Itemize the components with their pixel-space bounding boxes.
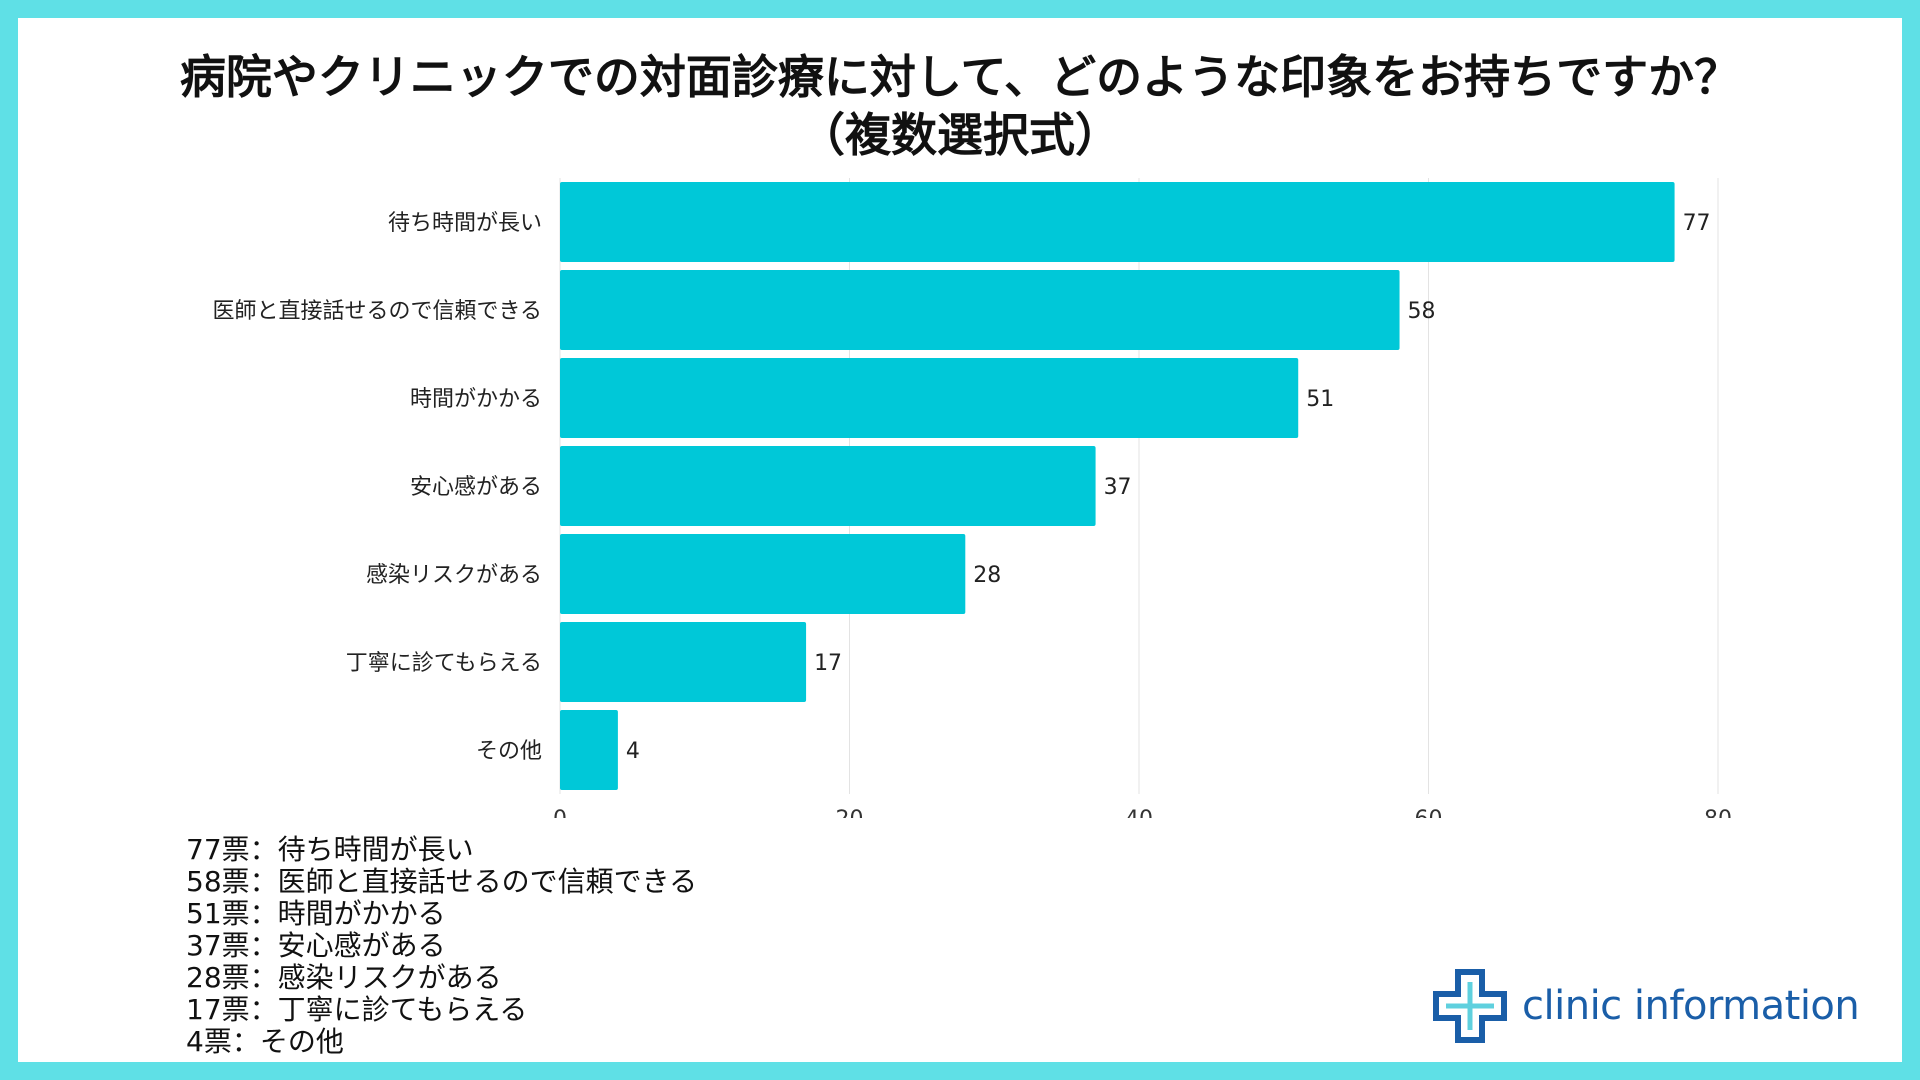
- labels: 0 20 40 60 80 待ち時間が長い 77 医師と直接話せるので信頼できる 58 時間がかか…: [212, 211, 1732, 818]
- bar: [560, 270, 1400, 350]
- y-category-label: 安心感がある: [410, 475, 542, 500]
- bars: [560, 182, 1675, 790]
- vote-summary-line: 28票：感染リスクがある: [186, 961, 502, 994]
- chart-title-line1: 病院やクリニックでの対面診療に対して、どのような印象をお持ちですか？: [179, 50, 1741, 104]
- x-tick-label: 0: [553, 807, 567, 818]
- vote-summary-line: 58票：医師と直接話せるので信頼できる: [186, 865, 698, 898]
- vote-summary-line: 37票：安心感がある: [186, 929, 446, 962]
- logo: clinic information: [1432, 962, 1892, 1050]
- bar: [560, 622, 807, 702]
- y-category-label: その他: [476, 739, 542, 764]
- x-tick-label: 60: [1415, 807, 1443, 818]
- chart-title: 病院やクリニックでの対面診療に対して、どのような印象をお持ちですか？ （複数選択…: [18, 48, 1902, 164]
- bar: [560, 446, 1096, 526]
- chart-card: 病院やクリニックでの対面診療に対して、どのような印象をお持ちですか？ （複数選択…: [18, 18, 1902, 1062]
- x-tick-label: 40: [1125, 807, 1153, 818]
- logo-text: clinic information: [1522, 983, 1860, 1029]
- vote-summary-line: 17票：丁寧に診てもらえる: [186, 993, 528, 1026]
- data-label: 37: [1104, 475, 1132, 500]
- data-label: 28: [973, 563, 1001, 588]
- vote-summary-line: 77票：待ち時間が長い: [186, 833, 474, 866]
- x-tick-label: 80: [1704, 807, 1732, 818]
- vote-summary-line: 51票：時間がかかる: [186, 897, 446, 930]
- y-category-label: 待ち時間が長い: [388, 211, 542, 236]
- medical-cross-icon: [1433, 969, 1507, 1043]
- chart-title-line2: （複数選択式）: [799, 108, 1121, 162]
- bar: [560, 358, 1299, 438]
- y-category-label: 丁寧に診てもらえる: [346, 651, 542, 676]
- y-category-label: 医師と直接話せるので信頼できる: [212, 299, 542, 324]
- data-label: 77: [1683, 211, 1711, 236]
- data-label: 4: [626, 739, 640, 764]
- data-label: 17: [814, 651, 842, 676]
- bar: [560, 182, 1675, 262]
- data-label: 51: [1306, 387, 1334, 412]
- x-tick-label: 20: [836, 807, 864, 818]
- bar-chart: 0 20 40 60 80 待ち時間が長い 77 医師と直接話せるので信頼できる 58 時間がかか…: [212, 178, 1732, 818]
- vote-summary: 77票：待ち時間が長い 58票：医師と直接話せるので信頼できる 51票：時間がか…: [186, 834, 697, 1058]
- bar: [560, 534, 966, 614]
- vote-summary-line: 4票：その他: [186, 1025, 344, 1058]
- bar: [560, 710, 618, 790]
- y-category-label: 感染リスクがある: [366, 563, 542, 588]
- data-label: 58: [1408, 299, 1436, 324]
- y-category-label: 時間がかかる: [410, 387, 542, 412]
